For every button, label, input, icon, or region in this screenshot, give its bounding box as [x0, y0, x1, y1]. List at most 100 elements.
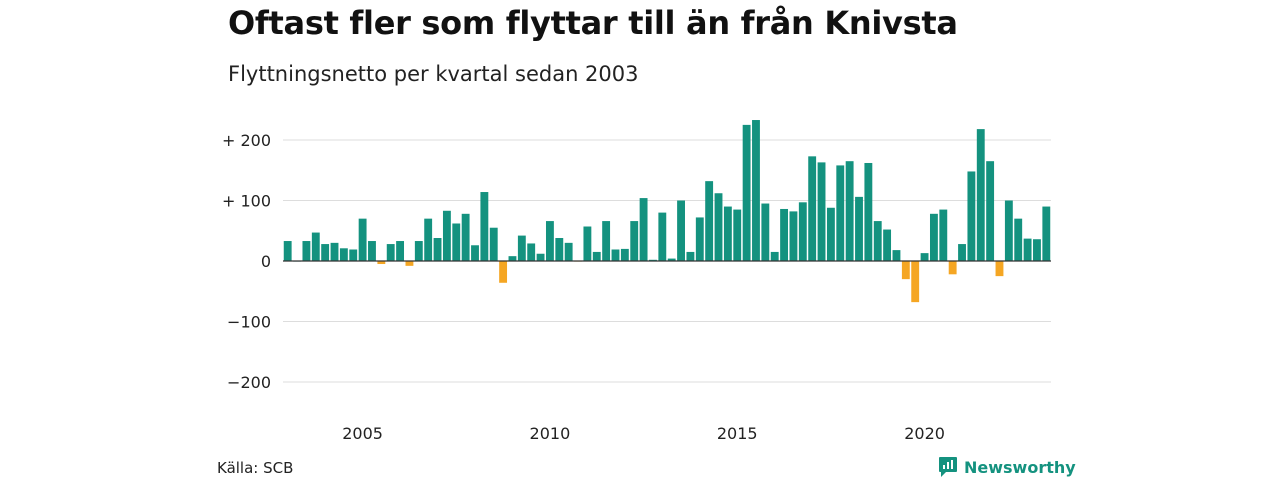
bar — [602, 221, 611, 261]
bar — [564, 242, 573, 261]
bar — [976, 129, 985, 261]
bar — [967, 171, 976, 261]
bar — [414, 241, 423, 261]
bar — [714, 193, 723, 261]
bar — [817, 162, 826, 261]
bar — [958, 244, 966, 261]
bar — [620, 248, 629, 261]
chart-title: Oftast fler som flyttar till än från Kni… — [228, 4, 958, 42]
bar — [1014, 218, 1023, 261]
bar — [1042, 206, 1051, 261]
bar — [311, 232, 320, 261]
bar — [658, 212, 667, 261]
bar — [677, 200, 685, 261]
x-tick-label: 2020 — [904, 424, 945, 443]
bar-chart: + 200 + 100 0 −100 −200 2005 2010 2015 2020 — [222, 120, 1051, 443]
bar — [396, 241, 405, 261]
bar — [948, 261, 957, 275]
bar — [808, 156, 817, 261]
bar — [461, 213, 470, 261]
bar — [330, 242, 339, 261]
bar — [592, 251, 601, 261]
bar — [920, 253, 929, 261]
bar — [283, 241, 292, 261]
bar — [649, 259, 657, 261]
bar — [733, 209, 742, 261]
bar — [883, 229, 892, 261]
bar — [611, 249, 620, 261]
bar — [761, 203, 770, 262]
bar — [855, 196, 863, 261]
bar — [508, 256, 517, 261]
bar — [1033, 239, 1041, 261]
bar — [995, 261, 1004, 277]
bar — [929, 213, 938, 261]
y-tick-label: + 100 — [222, 192, 271, 211]
bar — [358, 218, 367, 261]
bar — [770, 251, 779, 261]
chart-subtitle: Flyttningsnetto per kvartal sedan 2003 — [228, 62, 639, 86]
bar — [826, 207, 835, 261]
bar — [471, 245, 479, 261]
bar — [424, 218, 433, 261]
bar — [1004, 200, 1013, 261]
bar — [780, 208, 789, 261]
bar — [845, 161, 854, 262]
bar — [798, 202, 807, 261]
newsworthy-logo-icon — [939, 457, 957, 477]
y-tick-label: + 200 — [222, 131, 271, 150]
bar — [939, 209, 948, 261]
bar — [517, 235, 526, 261]
bar — [489, 227, 498, 261]
y-tick-label: 0 — [261, 252, 271, 271]
bar — [583, 226, 592, 261]
bar — [321, 244, 330, 261]
bar — [536, 253, 545, 261]
bar — [873, 221, 882, 261]
brand-name: Newsworthy — [964, 457, 1076, 477]
bar — [527, 243, 536, 261]
bar — [386, 244, 395, 261]
x-tick-label: 2005 — [342, 424, 383, 443]
bar — [836, 165, 845, 261]
y-tick-label: −200 — [227, 373, 271, 392]
bar — [901, 261, 910, 280]
bar — [630, 221, 639, 261]
bar — [752, 120, 760, 261]
bar — [639, 198, 648, 261]
y-tick-label: −100 — [227, 313, 271, 332]
bar — [368, 241, 376, 261]
x-axis-tick-labels: 2005 2010 2015 2020 — [342, 424, 945, 443]
bar — [986, 161, 995, 262]
bar — [405, 261, 414, 266]
bar — [723, 206, 732, 261]
bar — [686, 251, 695, 261]
bar — [480, 192, 489, 261]
bar — [1023, 238, 1032, 261]
gridlines — [283, 139, 1051, 383]
bar — [442, 210, 451, 261]
brand-logo: Newsworthy — [938, 456, 1076, 478]
y-axis-tick-labels: + 200 + 100 0 −100 −200 — [222, 131, 271, 392]
bar — [695, 217, 704, 261]
bar — [302, 241, 311, 261]
bar — [339, 248, 348, 261]
bar — [705, 181, 714, 261]
x-tick-label: 2010 — [530, 424, 571, 443]
bar — [499, 261, 508, 283]
bars — [283, 120, 1051, 303]
bar — [349, 249, 358, 261]
bar — [892, 250, 901, 261]
bar — [377, 261, 386, 265]
bar — [555, 238, 564, 261]
bar — [452, 223, 461, 261]
source-note: Källa: SCB — [217, 459, 294, 477]
bar — [545, 221, 554, 261]
bar — [864, 162, 873, 261]
bar — [667, 258, 676, 261]
bar — [789, 211, 798, 261]
bar — [742, 124, 751, 262]
bar — [911, 261, 920, 303]
x-tick-label: 2015 — [717, 424, 758, 443]
bar — [433, 238, 442, 261]
